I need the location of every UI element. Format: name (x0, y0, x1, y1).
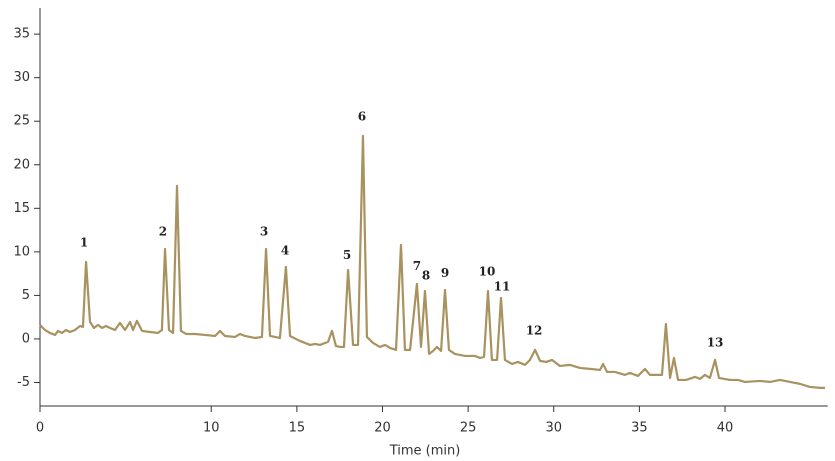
peak-label: 8 (422, 269, 430, 283)
peak-label: 5 (343, 248, 351, 262)
y-tick-label: 10 (13, 244, 30, 259)
x-tick-label: 35 (631, 421, 648, 436)
peak-label: 9 (441, 266, 449, 280)
peak-label: 12 (526, 323, 543, 337)
y-tick-label: 35 (13, 27, 30, 42)
y-tick-label: -5 (17, 375, 30, 390)
y-tick-label: 25 (13, 114, 30, 129)
y-tick-label: 20 (13, 157, 30, 172)
x-tick-label: 25 (460, 421, 477, 436)
peak-label: 11 (494, 279, 511, 293)
y-tick-label: 15 (13, 201, 30, 216)
y-tick-label: 0 (22, 331, 30, 346)
peak-label: 3 (260, 224, 268, 238)
peak-label: 10 (479, 264, 496, 278)
chromatogram-line (39, 134, 826, 389)
peak-label: 2 (159, 224, 167, 238)
y-tick-label: 5 (22, 288, 30, 303)
x-tick-label: 20 (374, 421, 391, 436)
x-tick-label: 15 (289, 421, 306, 436)
y-tick-label: 30 (13, 70, 30, 85)
peak-label: 1 (80, 236, 88, 250)
peak-label: 4 (281, 243, 289, 257)
peak-label: 13 (707, 335, 724, 349)
peak-label: 6 (358, 109, 366, 123)
x-tick-label: 10 (203, 421, 220, 436)
peak-label: 7 (413, 259, 421, 273)
x-axis-label: Time (min) (389, 444, 461, 459)
x-tick-label: 0 (36, 421, 44, 436)
x-tick-label: 30 (545, 421, 562, 436)
x-tick-label: 40 (717, 421, 734, 436)
